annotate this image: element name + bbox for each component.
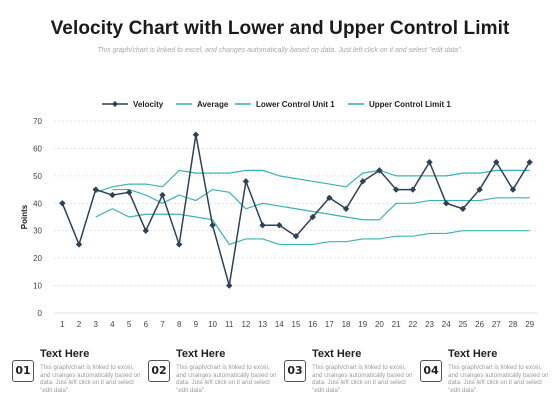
x-tick-label: 24 bbox=[442, 320, 451, 329]
x-tick-label: 4 bbox=[110, 320, 115, 329]
y-tick-label: 40 bbox=[33, 199, 42, 208]
x-tick-label: 14 bbox=[275, 320, 284, 329]
velocity-point bbox=[226, 282, 233, 289]
velocity-point bbox=[92, 186, 99, 193]
footer-item-2: 02 Text Here This graph/chart is linked … bbox=[148, 348, 278, 408]
x-tick-label: 21 bbox=[392, 320, 401, 329]
chart-title: Velocity Chart with Lower and Upper Cont… bbox=[50, 18, 510, 39]
x-tick-label: 7 bbox=[160, 320, 165, 329]
velocity-point bbox=[326, 194, 333, 201]
x-tick-label: 18 bbox=[342, 320, 351, 329]
velocity-point bbox=[342, 205, 350, 212]
velocity-point bbox=[309, 213, 316, 221]
velocity-point bbox=[192, 131, 200, 138]
x-tick-label: 11 bbox=[225, 320, 234, 329]
y-tick-label: 50 bbox=[33, 172, 42, 181]
y-tick-label: 70 bbox=[33, 117, 42, 126]
x-tick-label: 17 bbox=[325, 320, 334, 329]
x-tick-label: 10 bbox=[208, 320, 217, 329]
x-tick-label: 28 bbox=[509, 320, 518, 329]
velocity-point bbox=[75, 241, 83, 248]
velocity-point bbox=[276, 222, 283, 229]
footer-item-4: 04 Text Here This graph/chart is linked … bbox=[420, 348, 550, 408]
x-tick-label: 6 bbox=[144, 320, 149, 329]
footer-text-4: This graph/chart is linked to excel, and… bbox=[448, 364, 549, 394]
velocity-point bbox=[175, 241, 183, 248]
x-tick-label: 12 bbox=[241, 320, 250, 329]
x-tick-label: 1 bbox=[60, 320, 65, 329]
velocity-point bbox=[242, 178, 250, 185]
velocity-point bbox=[109, 191, 116, 199]
velocity-point bbox=[426, 158, 433, 166]
x-tick-label: 25 bbox=[458, 320, 467, 329]
velocity-point bbox=[459, 205, 467, 212]
velocity-point bbox=[292, 233, 300, 240]
y-tick-label: 30 bbox=[33, 227, 42, 236]
chart-subtitle: This graph/chart is linked to excel, and… bbox=[97, 47, 463, 54]
x-tick-label: 8 bbox=[177, 320, 182, 329]
legend-label-average: Average bbox=[197, 100, 229, 109]
x-tick-label: 5 bbox=[127, 320, 132, 329]
footer-heading-4: Text Here bbox=[448, 348, 498, 360]
x-tick-label: 29 bbox=[525, 320, 534, 329]
velocity-point bbox=[159, 191, 166, 199]
velocity-point bbox=[526, 158, 533, 166]
velocity-point bbox=[259, 222, 266, 229]
velocity-point bbox=[359, 178, 366, 185]
x-tick-label: 13 bbox=[258, 320, 267, 329]
footer-number-4: 04 bbox=[420, 360, 442, 382]
velocity-point bbox=[59, 200, 66, 207]
legend-label-lower-control-unit-1: Lower Control Unit 1 bbox=[256, 100, 335, 109]
velocity-point bbox=[125, 189, 133, 196]
footer-text-1: This graph/chart is linked to excel, and… bbox=[40, 364, 141, 394]
x-tick-label: 19 bbox=[358, 320, 367, 329]
velocity-point bbox=[443, 200, 450, 207]
x-tick-label: 9 bbox=[194, 320, 199, 329]
footer-heading-1: Text Here bbox=[40, 348, 90, 360]
footer-item-1: 01 Text Here This graph/chart is linked … bbox=[12, 348, 142, 408]
y-tick-label: 60 bbox=[33, 144, 42, 153]
y-tick-label: 10 bbox=[33, 282, 42, 291]
footer-number-1: 01 bbox=[12, 360, 34, 382]
legend-marker-velocity bbox=[112, 101, 118, 107]
x-tick-label: 3 bbox=[93, 320, 98, 329]
x-tick-label: 20 bbox=[375, 320, 384, 329]
x-tick-label: 27 bbox=[492, 320, 501, 329]
series-line-lower-control-unit-1 bbox=[95, 208, 530, 246]
velocity-point bbox=[509, 186, 517, 193]
velocity-point bbox=[409, 186, 417, 193]
velocity-point bbox=[376, 167, 383, 174]
velocity-point bbox=[209, 222, 216, 229]
legend-label-upper-control-limit-1: Upper Control Limit 1 bbox=[369, 100, 451, 109]
velocity-point bbox=[142, 227, 149, 234]
x-tick-label: 16 bbox=[308, 320, 317, 329]
footer-item-3: 03 Text Here This graph/chart is linked … bbox=[284, 348, 414, 408]
x-tick-label: 23 bbox=[425, 320, 434, 329]
footer-heading-3: Text Here bbox=[312, 348, 362, 360]
y-tick-label: 0 bbox=[38, 309, 43, 318]
velocity-point bbox=[392, 186, 400, 193]
series-line-average bbox=[112, 188, 530, 221]
footer-heading-2: Text Here bbox=[176, 348, 226, 360]
y-axis-label: Points bbox=[20, 204, 29, 229]
footer-number-3: 03 bbox=[284, 360, 306, 382]
x-tick-label: 15 bbox=[292, 320, 301, 329]
series-line-upper-control-limit-1 bbox=[95, 169, 530, 193]
series-line-velocity bbox=[61, 133, 531, 287]
velocity-point bbox=[476, 186, 483, 193]
velocity-point bbox=[493, 158, 500, 166]
footer-text-3: This graph/chart is linked to excel, and… bbox=[312, 364, 413, 394]
x-tick-label: 22 bbox=[408, 320, 417, 329]
legend-label-velocity: Velocity bbox=[133, 100, 164, 109]
x-tick-label: 26 bbox=[475, 320, 484, 329]
footer-number-2: 02 bbox=[148, 360, 170, 382]
x-tick-label: 2 bbox=[77, 320, 82, 329]
footer-text-2: This graph/chart is linked to excel, and… bbox=[176, 364, 277, 394]
y-tick-label: 20 bbox=[33, 254, 42, 263]
